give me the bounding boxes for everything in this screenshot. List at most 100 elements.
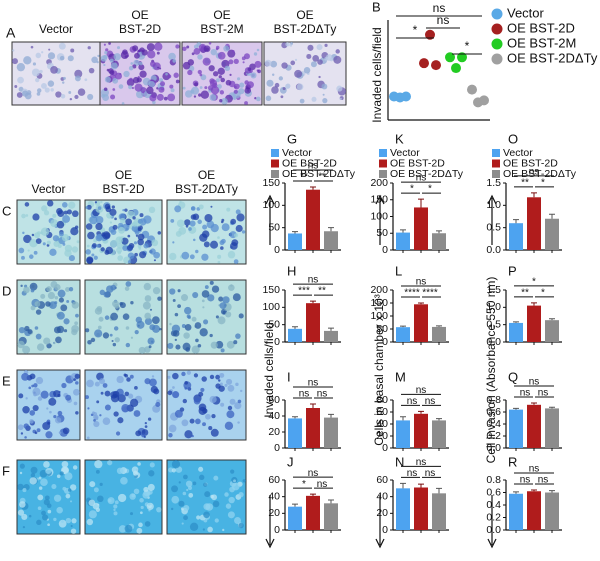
micrograph-cell — [193, 44, 199, 49]
column-label: OE — [131, 8, 148, 22]
significance-label: *** — [298, 286, 310, 297]
y-axis-label: Cell invasion (Absorbance 550 nm) — [484, 277, 498, 464]
significance-label: ns — [416, 277, 427, 288]
micrograph-cell — [36, 92, 41, 96]
significance-label: * — [410, 184, 414, 195]
micrograph-cell — [133, 488, 140, 495]
column-label: OE — [213, 8, 230, 22]
micrograph-cell — [93, 255, 98, 260]
micrograph-cell — [144, 378, 151, 385]
micrograph-cell — [94, 460, 103, 469]
micrograph-cell — [218, 75, 222, 79]
micrograph-cell — [68, 91, 72, 94]
micrograph-cell — [71, 246, 79, 253]
micrograph-cell — [65, 394, 72, 401]
micrograph-cell — [129, 493, 136, 500]
micrograph-cell — [172, 298, 176, 302]
y-tick-label: 100 — [262, 301, 280, 313]
bar — [527, 491, 541, 530]
micrograph-cell — [139, 70, 147, 78]
micrograph-cell — [22, 526, 26, 529]
micrograph-cell — [186, 488, 189, 492]
micrograph-cell — [18, 393, 24, 399]
y-tick-label: 150 — [262, 284, 280, 296]
micrograph-cell — [109, 221, 113, 224]
micrograph-cell — [336, 85, 343, 92]
micrograph-cell — [246, 81, 254, 89]
micrograph-cell — [50, 65, 58, 74]
micrograph — [84, 369, 163, 441]
micrograph-cell — [211, 413, 216, 419]
micrograph-cell — [204, 491, 211, 498]
micrograph-cell — [195, 249, 199, 254]
micrograph-cell — [137, 462, 141, 466]
micrograph-cell — [183, 219, 191, 226]
legend-swatch — [491, 23, 503, 35]
micrograph-cell — [134, 83, 143, 92]
micrograph-cell — [224, 383, 228, 387]
micrograph-cell — [19, 501, 26, 508]
micrograph-cell — [127, 234, 131, 238]
column-label: BST-2DΔTy — [175, 182, 238, 196]
micrograph-cell — [202, 57, 211, 66]
bar — [306, 495, 320, 530]
micrograph-cell — [205, 413, 211, 420]
micrograph-cell — [182, 491, 187, 496]
micrograph-cell — [289, 44, 293, 47]
micrograph-cell — [223, 45, 230, 52]
micrograph-cell — [198, 204, 204, 210]
micrograph-cell — [110, 94, 116, 100]
micrograph-cell — [56, 506, 63, 514]
micrograph-cell — [217, 260, 221, 264]
micrograph-cell — [117, 250, 122, 255]
micrograph-cell — [322, 98, 328, 104]
micrograph-cell — [104, 390, 111, 397]
significance-label: ns — [416, 457, 427, 468]
micrograph-cell — [187, 315, 191, 320]
micrograph-cell — [339, 97, 342, 101]
micrograph-cell — [43, 337, 51, 345]
significance-label: ns — [529, 464, 540, 475]
micrograph-cell — [229, 73, 232, 76]
y-tick-label: 0 — [382, 524, 388, 536]
micrograph-cell — [224, 65, 231, 72]
legend-swatch — [492, 170, 500, 178]
y-tick-label: 60 — [268, 394, 280, 406]
y-tick-label: 20 — [376, 507, 388, 519]
micrograph-cell — [179, 200, 182, 204]
micrograph-cell — [149, 324, 156, 331]
micrograph-cell — [274, 82, 280, 88]
micrograph-cell — [49, 410, 52, 414]
micrograph-cell — [75, 411, 79, 415]
significance-label: ns — [538, 475, 549, 486]
y-tick-label: 20 — [376, 430, 388, 442]
bar — [509, 223, 523, 250]
significance-label: ns — [520, 388, 531, 399]
legend-swatch — [492, 159, 500, 168]
micrograph-cell — [167, 93, 176, 102]
micrograph-cell — [23, 423, 29, 429]
micrograph-cell — [47, 509, 52, 514]
micrograph-cell — [159, 327, 162, 331]
micrograph-cell — [201, 253, 209, 261]
micrograph-cell — [64, 472, 73, 481]
micrograph-cell — [175, 344, 181, 350]
micrograph-cell — [197, 69, 202, 75]
micrograph-cell — [84, 78, 88, 82]
error-bar — [549, 490, 555, 493]
y-tick-label: 0 — [274, 244, 280, 256]
micrograph-cell — [51, 483, 57, 490]
micrograph-cell — [62, 427, 70, 435]
bar — [288, 506, 302, 530]
micrograph-cell — [17, 424, 24, 431]
significance-label: ns — [317, 479, 328, 490]
micrograph-cell — [125, 281, 132, 287]
micrograph-cell — [102, 383, 108, 388]
micrograph-cell — [113, 411, 119, 417]
micrograph-cell — [65, 287, 70, 292]
micrograph-cell — [137, 238, 144, 246]
micrograph-cell — [211, 285, 220, 293]
micrograph-cell — [178, 500, 185, 507]
panel-letter: Q — [508, 369, 518, 384]
micrograph-cell — [139, 213, 144, 218]
